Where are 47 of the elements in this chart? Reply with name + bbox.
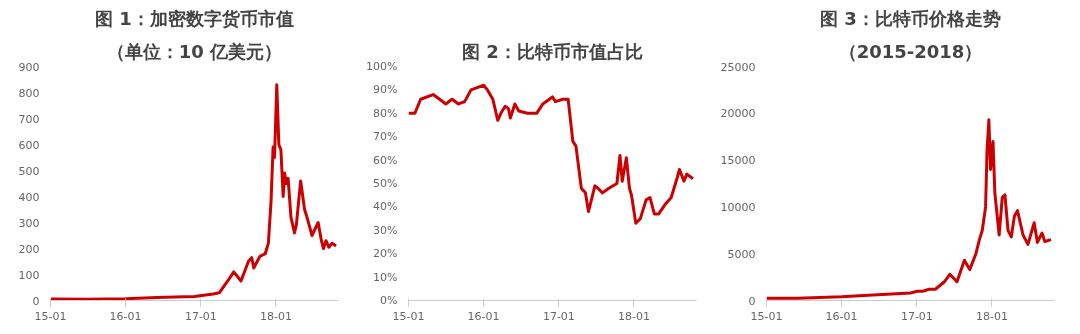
y-tick-label: 5000 xyxy=(727,247,756,261)
y-tick-label: 600 xyxy=(18,138,40,152)
chart-title: 图 1：加密数字货币市值 xyxy=(95,7,294,29)
y-tick-label: 200 xyxy=(18,242,40,256)
y-tick-label: 20% xyxy=(373,247,398,261)
y-tick-label: 80% xyxy=(373,106,398,120)
y-tick-label: 40% xyxy=(373,200,398,214)
y-tick-label: 500 xyxy=(18,164,40,178)
y-tick-label: 300 xyxy=(18,216,40,230)
y-tick-label: 800 xyxy=(18,86,40,100)
chart-subtitle: （单位：10 亿美元） xyxy=(106,40,283,62)
x-tick-label: 15-01 xyxy=(750,309,783,323)
y-tick-label: 100% xyxy=(366,60,398,73)
y-tick-label: 15000 xyxy=(720,154,756,168)
line-series xyxy=(766,118,1053,300)
y-tick-label: 10000 xyxy=(720,200,756,214)
x-tick-label: 18-01 xyxy=(259,309,292,323)
line-series xyxy=(50,83,338,301)
y-tick-label: 400 xyxy=(18,190,40,204)
x-tick-label: 16-01 xyxy=(467,309,500,323)
x-tick-label: 18-01 xyxy=(617,309,650,323)
y-tick-label: 0% xyxy=(380,294,398,307)
y-tick-label: 90% xyxy=(373,83,398,97)
x-tick-label: 17-01 xyxy=(542,309,575,323)
chart-title: 图 3：比特币价格走势 xyxy=(820,7,1001,29)
x-tick-label: 17-01 xyxy=(900,309,933,323)
y-tick-label: 25000 xyxy=(720,60,756,74)
y-tick-label: 30% xyxy=(373,223,398,237)
x-tick-label: 16-01 xyxy=(825,309,858,323)
y-tick-label: 50% xyxy=(373,177,398,190)
x-tick-label: 18-01 xyxy=(975,309,1008,323)
y-tick-label: 900 xyxy=(18,60,40,74)
y-tick-label: 100 xyxy=(18,268,40,282)
x-tick-label: 15-01 xyxy=(392,309,425,323)
x-tick-label: 17-01 xyxy=(184,309,217,323)
chart-subtitle: （2015-2018） xyxy=(838,40,983,62)
y-tick-label: 700 xyxy=(18,112,40,126)
y-tick-label: 0 xyxy=(32,294,40,308)
x-tick-label: 16-01 xyxy=(109,309,142,323)
line-series xyxy=(408,83,695,225)
y-tick-label: 10% xyxy=(373,270,398,284)
y-tick-label: 60% xyxy=(373,153,398,167)
y-tick-label: 70% xyxy=(373,130,398,144)
y-tick-label: 20000 xyxy=(720,107,756,121)
chart-title: 图 2：比特币市值占比 xyxy=(462,40,643,62)
x-tick-label: 15-01 xyxy=(34,309,67,323)
y-tick-label: 0 xyxy=(748,294,756,308)
